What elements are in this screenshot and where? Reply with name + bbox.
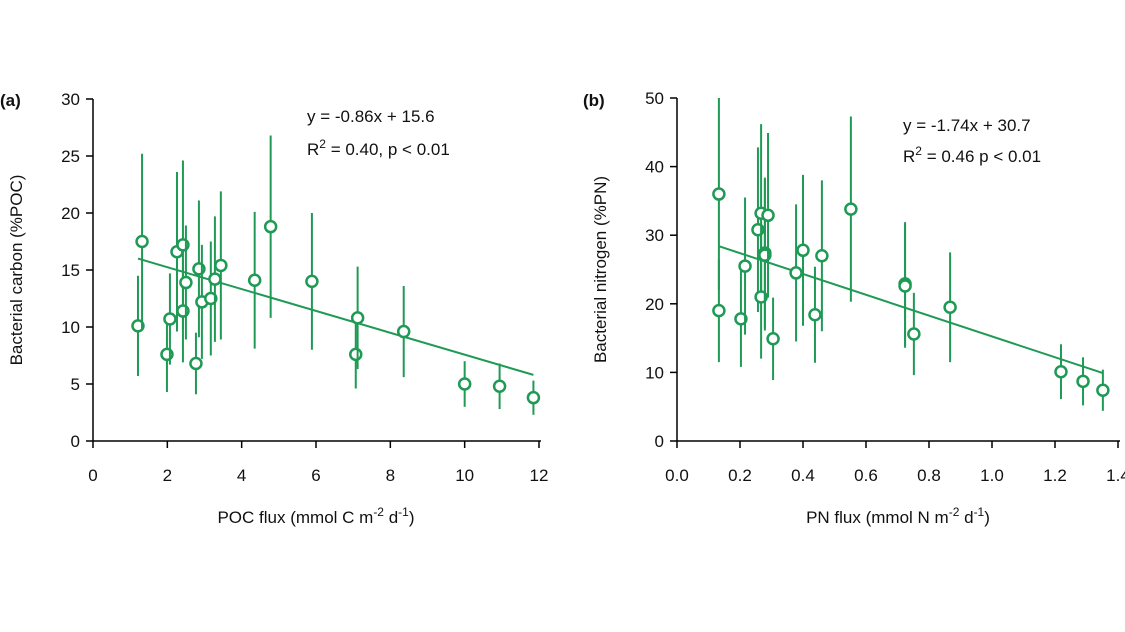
y-tick-label: 25: [61, 147, 80, 166]
data-point: [1076, 374, 1090, 389]
data-point: [738, 259, 752, 273]
data-point: [131, 319, 145, 333]
text-part: PN flux (mmol N m: [806, 508, 949, 527]
data-point: [1054, 364, 1068, 379]
data-point: [204, 291, 218, 306]
text-part: R: [307, 140, 319, 159]
x-tick-label: 12: [530, 466, 549, 485]
data-point: [350, 311, 365, 325]
x-tick-label: 0.6: [854, 466, 878, 485]
y-tick-label: 50: [645, 89, 664, 108]
data-point: [349, 347, 363, 362]
y-tick-label: 10: [645, 363, 664, 382]
text-part: d: [384, 508, 398, 527]
x-tick-label: 1.2: [1043, 466, 1067, 485]
data-point: [712, 303, 726, 318]
data-point: [396, 324, 411, 339]
text-part: R: [903, 147, 915, 166]
annotation: y = -1.74x + 30.7: [903, 116, 1031, 135]
data-point: [208, 272, 222, 286]
data-point: [844, 202, 858, 216]
fit-line: [718, 245, 1104, 375]
data-point: [263, 219, 278, 234]
data-point: [179, 275, 193, 290]
panel-label: (b): [583, 91, 605, 110]
data-point: [789, 266, 803, 280]
x-tick-label: 0.2: [728, 466, 752, 485]
y-tick-label: 0: [655, 432, 664, 451]
superscript: -2: [373, 505, 384, 519]
superscript: -1: [974, 505, 985, 519]
x-tick-label: 0.8: [917, 466, 941, 485]
x-tick-label: 0.4: [791, 466, 815, 485]
x-tick-label: 2: [163, 466, 172, 485]
x-tick-label: 0.0: [665, 466, 689, 485]
superscript: 2: [915, 144, 922, 158]
data-point: [907, 327, 921, 341]
x-tick-label: 8: [386, 466, 395, 485]
x-tick-label: 1.0: [980, 466, 1004, 485]
x-tick-label: 4: [237, 466, 246, 485]
data-point: [457, 377, 472, 391]
x-axis-label: POC flux (mmol C m-2 d-1): [217, 505, 414, 527]
y-axis-label: Bacterial nitrogen (%PN): [591, 176, 610, 363]
text-part: ): [409, 508, 415, 527]
data-point: [943, 300, 957, 314]
data-point: [492, 379, 507, 394]
text-part: = 0.40, p < 0.01: [326, 140, 450, 159]
data-point: [808, 308, 822, 322]
fit-line: [137, 257, 534, 376]
x-tick-label: 10: [455, 466, 474, 485]
data-point: [163, 312, 177, 326]
superscript: 2: [319, 137, 326, 151]
text-part: d: [959, 508, 973, 527]
text-part: = 0.46 p < 0.01: [922, 147, 1041, 166]
x-tick-label: 0: [88, 466, 97, 485]
data-point: [189, 356, 203, 371]
data-point: [734, 312, 748, 326]
data-point: [761, 208, 775, 223]
data-point: [526, 390, 541, 405]
data-point: [247, 273, 262, 288]
data-point: [1096, 383, 1110, 397]
superscript: -2: [949, 505, 960, 519]
data-point: [135, 234, 149, 249]
annotation: R2 = 0.46 p < 0.01: [903, 144, 1041, 166]
data-point: [815, 249, 829, 263]
y-tick-label: 20: [61, 204, 80, 223]
text-part: POC flux (mmol C m: [217, 508, 373, 527]
y-tick-label: 30: [61, 90, 80, 109]
x-tick-label: 6: [311, 466, 320, 485]
panel-label: (a): [0, 91, 21, 110]
data-point: [305, 274, 319, 289]
y-tick-label: 40: [645, 158, 664, 177]
y-tick-label: 20: [645, 295, 664, 314]
annotation: y = -0.86x + 15.6: [307, 107, 435, 126]
annotation: R2 = 0.40, p < 0.01: [307, 137, 450, 159]
y-tick-label: 5: [71, 375, 80, 394]
y-tick-label: 0: [71, 432, 80, 451]
y-tick-label: 15: [61, 261, 80, 280]
data-point: [754, 290, 768, 304]
superscript: -1: [398, 505, 409, 519]
y-tick-label: 30: [645, 226, 664, 245]
x-tick-label: 1.4: [1106, 466, 1125, 485]
y-axis-label: Bacterial carbon (%POC): [7, 175, 26, 366]
data-point: [712, 187, 726, 201]
data-point: [796, 243, 810, 258]
data-point: [898, 279, 912, 293]
y-tick-label: 10: [61, 318, 80, 337]
data-point: [214, 258, 228, 273]
text-part: ): [984, 508, 990, 527]
x-axis-label: PN flux (mmol N m-2 d-1): [806, 505, 990, 527]
data-point: [766, 332, 780, 346]
